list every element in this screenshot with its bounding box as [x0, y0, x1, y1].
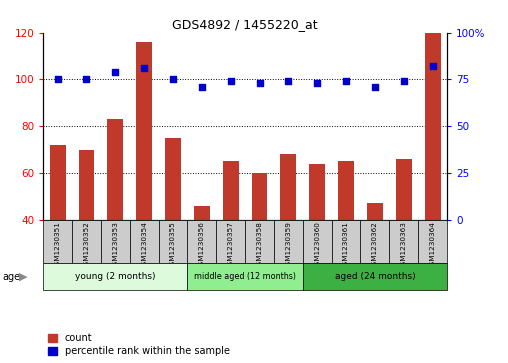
- Point: [313, 80, 321, 86]
- Bar: [280, 154, 296, 313]
- Bar: [332, 220, 361, 263]
- Text: GSM1230352: GSM1230352: [83, 221, 89, 270]
- Text: age: age: [3, 272, 21, 282]
- Bar: [389, 220, 418, 263]
- Point: [429, 64, 437, 69]
- Text: GSM1230353: GSM1230353: [112, 221, 118, 270]
- Point: [111, 69, 119, 75]
- Point: [198, 84, 206, 90]
- Bar: [43, 263, 187, 290]
- Text: GSM1230360: GSM1230360: [314, 221, 320, 270]
- Bar: [251, 173, 268, 313]
- Bar: [303, 220, 332, 263]
- Bar: [107, 119, 123, 313]
- Text: GSM1230364: GSM1230364: [430, 221, 436, 270]
- Bar: [245, 220, 274, 263]
- Point: [371, 84, 379, 90]
- Point: [342, 78, 350, 84]
- Bar: [79, 150, 94, 313]
- Text: aged (24 months): aged (24 months): [335, 272, 415, 281]
- Point: [82, 77, 90, 82]
- Point: [169, 77, 177, 82]
- Bar: [187, 263, 303, 290]
- Bar: [303, 263, 447, 290]
- Bar: [216, 220, 245, 263]
- Bar: [396, 159, 411, 313]
- Bar: [338, 161, 354, 313]
- Bar: [194, 205, 210, 313]
- Bar: [165, 138, 181, 313]
- Bar: [50, 145, 66, 313]
- Text: GSM1230356: GSM1230356: [199, 221, 205, 270]
- Text: GSM1230355: GSM1230355: [170, 221, 176, 270]
- Bar: [367, 203, 383, 313]
- Text: GSM1230359: GSM1230359: [285, 221, 292, 270]
- Text: ▶: ▶: [19, 272, 28, 282]
- Bar: [43, 220, 72, 263]
- Point: [284, 78, 293, 84]
- Bar: [130, 220, 158, 263]
- Bar: [101, 220, 130, 263]
- Text: GSM1230354: GSM1230354: [141, 221, 147, 270]
- Legend: count, percentile rank within the sample: count, percentile rank within the sample: [48, 333, 230, 356]
- Bar: [223, 161, 239, 313]
- Point: [256, 80, 264, 86]
- Bar: [187, 220, 216, 263]
- Bar: [425, 33, 440, 313]
- Bar: [72, 220, 101, 263]
- Text: GSM1230351: GSM1230351: [54, 221, 60, 270]
- Text: GSM1230361: GSM1230361: [343, 221, 349, 270]
- Point: [53, 77, 61, 82]
- Text: middle aged (12 months): middle aged (12 months): [194, 272, 296, 281]
- Bar: [274, 220, 303, 263]
- Text: GSM1230358: GSM1230358: [257, 221, 263, 270]
- Bar: [158, 220, 187, 263]
- Text: young (2 months): young (2 months): [75, 272, 155, 281]
- Text: GSM1230357: GSM1230357: [228, 221, 234, 270]
- Title: GDS4892 / 1455220_at: GDS4892 / 1455220_at: [172, 19, 318, 32]
- Point: [400, 78, 408, 84]
- Point: [140, 65, 148, 71]
- Text: GSM1230363: GSM1230363: [401, 221, 407, 270]
- Text: GSM1230362: GSM1230362: [372, 221, 378, 270]
- Point: [227, 78, 235, 84]
- Bar: [309, 163, 325, 313]
- Bar: [136, 42, 152, 313]
- Bar: [418, 220, 447, 263]
- Bar: [361, 220, 389, 263]
